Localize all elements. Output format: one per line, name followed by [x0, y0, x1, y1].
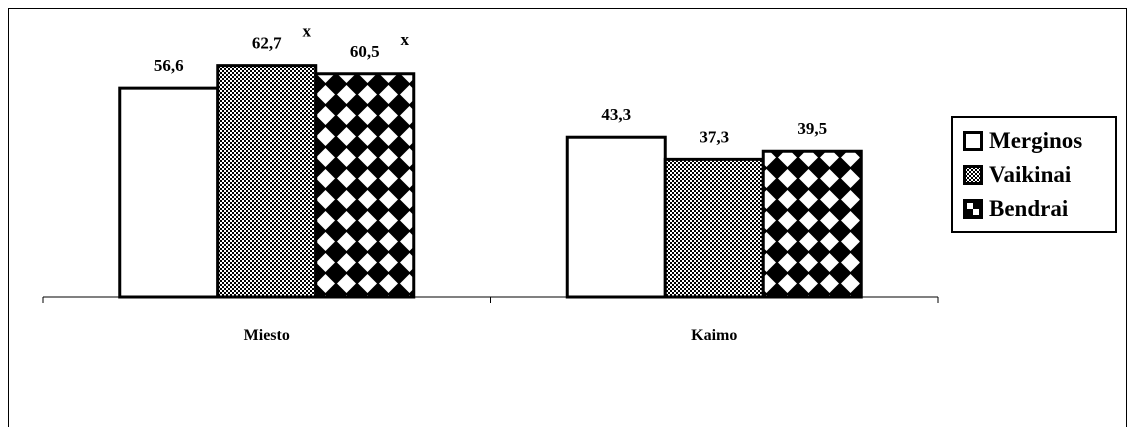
bar-vaikinai [663, 157, 765, 299]
legend-label-vaikinai: Vaikinai [989, 162, 1072, 187]
x-tick-label: Miesto [244, 327, 290, 344]
data-label: 60,5 [350, 42, 380, 61]
significance-marker: x [401, 30, 410, 49]
significance-marker: x [303, 22, 312, 41]
bar-merginos [565, 135, 667, 299]
legend-item-merginos: Merginos [963, 127, 1082, 155]
data-label: 62,7 [252, 34, 282, 53]
data-label: 56,6 [154, 56, 184, 75]
legend-item-vaikinai: Vaikinai [963, 161, 1071, 189]
legend-item-bendrai: Bendrai [963, 195, 1068, 223]
data-label: 43,3 [601, 105, 631, 124]
bars-layer [118, 64, 863, 299]
legend-label-merginos: Merginos [989, 128, 1083, 153]
x-tick-label: Kaimo [691, 327, 737, 344]
legend-swatch-bendrai [963, 199, 983, 219]
labels-layer: Miesto 56,6 62,7 x 60,5 x Kaimo 43,3 37,3 39,5 [154, 22, 827, 344]
legend: Merginos Vaikinai Bendrai [951, 116, 1117, 233]
legend-swatch-vaikinai [963, 165, 983, 185]
legend-swatch-merginos [963, 131, 983, 151]
data-label: 39,5 [797, 119, 827, 138]
bar-bendrai [314, 72, 416, 299]
legend-label-bendrai: Bendrai [989, 196, 1069, 221]
bar-merginos [118, 86, 220, 299]
bar-vaikinai [216, 64, 318, 299]
data-label: 37,3 [699, 127, 729, 146]
chart-frame [8, 8, 1127, 427]
bar-bendrai [761, 149, 863, 299]
